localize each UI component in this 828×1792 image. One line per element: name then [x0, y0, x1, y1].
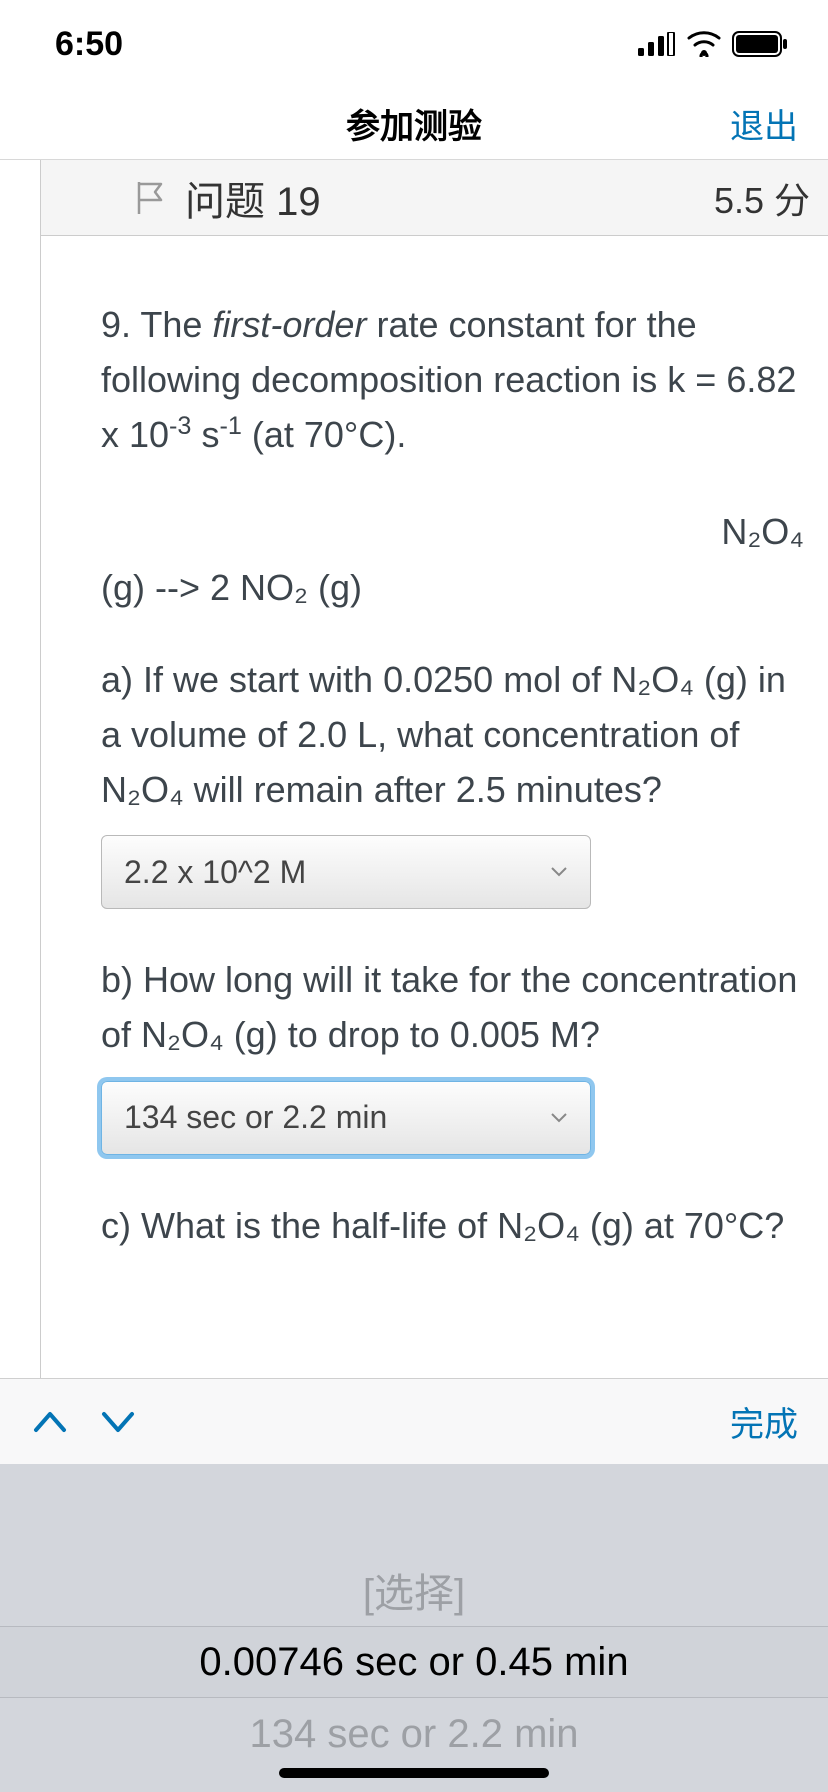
chevron-down-icon — [550, 866, 568, 878]
equation-right: N₂O₄ — [101, 511, 804, 553]
text: rate constant for the — [366, 304, 696, 345]
question-points: 5.5 分 — [714, 172, 810, 224]
text-sup: -1 — [219, 412, 241, 440]
question-content: 9. The first-order rate constant for the… — [40, 236, 828, 1378]
wifi-icon — [686, 31, 722, 57]
next-field-button[interactable] — [98, 1402, 138, 1442]
status-icons — [638, 31, 788, 57]
done-button[interactable]: 完成 — [730, 1397, 798, 1446]
nav-bar: 参加测验 退出 — [0, 88, 828, 160]
part-a-text: a) If we start with 0.0250 mol of N₂O₄ (… — [101, 653, 804, 817]
battery-icon — [732, 31, 788, 57]
text-italic: first-order — [212, 304, 366, 345]
question-number: 问题 19 — [185, 169, 321, 227]
answer-b-value: 134 sec or 2.2 min — [124, 1099, 387, 1136]
picker-option-selected[interactable]: 0.00746 sec or 0.45 min — [0, 1626, 828, 1698]
text: x 10 — [101, 414, 169, 455]
text: (at 70°C). — [242, 414, 406, 455]
text-sup: -3 — [169, 412, 191, 440]
status-time: 6:50 — [55, 25, 123, 64]
answer-a-value: 2.2 x 10^2 M — [124, 854, 306, 891]
picker-option[interactable]: [选择] — [0, 1554, 828, 1626]
question-header: 问题 19 5.5 分 — [40, 160, 828, 236]
text: 9. The — [101, 304, 212, 345]
picker-wheel[interactable]: [选择] 0.00746 sec or 0.45 min 134 sec or … — [0, 1464, 828, 1792]
part-b-text: b) How long will it take for the concent… — [101, 953, 804, 1062]
exit-button[interactable]: 退出 — [730, 99, 798, 148]
equation-left: (g) --> 2 NO₂ (g) — [101, 567, 804, 609]
picker-option[interactable]: 134 sec or 2.2 min — [0, 1698, 828, 1770]
chevron-down-icon — [550, 1112, 568, 1124]
text: following decomposition reaction is k = … — [101, 359, 796, 400]
page-title: 参加测验 — [346, 99, 482, 148]
input-toolbar: 完成 — [0, 1378, 828, 1464]
home-indicator[interactable] — [279, 1768, 549, 1778]
part-c-text: c) What is the half-life of N₂O₄ (g) at … — [101, 1199, 804, 1254]
text: s — [191, 414, 219, 455]
flag-icon[interactable] — [131, 178, 171, 218]
status-bar: 6:50 — [0, 0, 828, 88]
answer-b-dropdown[interactable]: 134 sec or 2.2 min — [101, 1081, 591, 1155]
signal-icon — [638, 32, 676, 56]
answer-a-dropdown[interactable]: 2.2 x 10^2 M — [101, 835, 591, 909]
question-intro: 9. The first-order rate constant for the… — [101, 298, 804, 463]
prev-field-button[interactable] — [30, 1402, 70, 1442]
